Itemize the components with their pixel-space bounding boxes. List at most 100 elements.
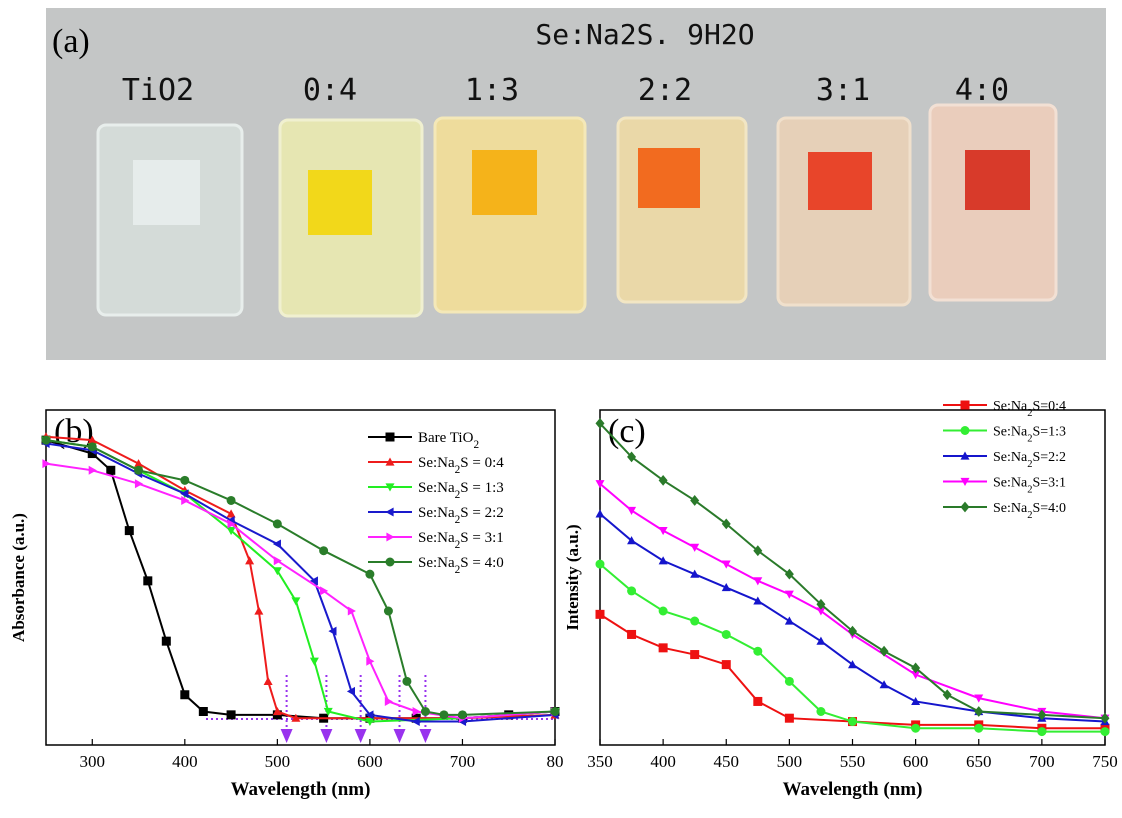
marker: [627, 586, 636, 595]
legend-label: Se:Na2S=1:3: [993, 425, 1066, 445]
legend-label: Se:Na2S=0:4: [993, 399, 1066, 419]
panel-label: (c): [608, 413, 646, 450]
y-axis-title: Intensity (a.u.): [563, 524, 582, 630]
marker: [385, 697, 393, 706]
marker: [848, 717, 857, 726]
marker: [1101, 727, 1110, 736]
marker: [273, 519, 282, 528]
series-line: [600, 514, 1105, 722]
marker: [88, 442, 97, 451]
legend-marker: [961, 401, 970, 410]
marker: [199, 707, 208, 716]
film: [133, 160, 200, 225]
marker: [1037, 727, 1046, 736]
sample-label: 3:1: [816, 73, 870, 108]
x-tick-label: 350: [587, 752, 613, 771]
edge-arrow: [320, 729, 332, 743]
legend-label: Se:Na2S=3:1: [993, 476, 1066, 496]
marker: [880, 680, 889, 688]
x-tick-label: 650: [966, 752, 992, 771]
marker: [627, 630, 636, 639]
marker: [273, 540, 281, 549]
panel-label: (a): [52, 23, 90, 60]
legend-label: Se:Na2S=4:0: [993, 501, 1066, 521]
marker: [134, 466, 143, 475]
marker: [690, 650, 699, 659]
legend-marker: [386, 533, 394, 542]
marker: [659, 607, 668, 616]
sample-label: 0:4: [303, 73, 357, 108]
marker: [816, 637, 825, 645]
marker: [974, 706, 983, 717]
edge-arrow: [394, 729, 406, 743]
marker: [911, 724, 920, 733]
marker: [659, 527, 668, 535]
marker: [180, 690, 189, 699]
film: [808, 152, 872, 210]
film: [472, 150, 537, 215]
x-tick-label: 500: [265, 752, 291, 771]
marker: [659, 643, 668, 652]
marker: [180, 476, 189, 485]
marker: [125, 526, 134, 535]
x-tick-label: 750: [1092, 752, 1118, 771]
slide: [778, 118, 910, 305]
marker: [162, 637, 171, 646]
x-tick-label: 700: [1029, 752, 1055, 771]
series-line: [600, 564, 1105, 732]
marker: [106, 466, 115, 475]
sample-label: 4:0: [955, 73, 1009, 108]
x-tick-label: 500: [777, 752, 803, 771]
marker: [785, 714, 794, 723]
marker: [310, 658, 319, 666]
marker: [319, 546, 328, 555]
marker: [816, 707, 825, 716]
marker: [659, 556, 668, 564]
series-line: [46, 464, 555, 719]
marker: [42, 436, 51, 445]
legend-label: Se:Na2S = 4:0: [418, 555, 504, 576]
x-axis-title: Wavelength (nm): [231, 779, 371, 800]
marker: [384, 607, 393, 616]
marker: [722, 561, 731, 569]
sample-label: 1:3: [465, 73, 519, 108]
legend-marker: [961, 502, 970, 513]
marker: [785, 677, 794, 686]
x-tick-label: 550: [840, 752, 866, 771]
marker: [264, 677, 273, 685]
marker: [596, 509, 605, 517]
edge-arrow: [355, 729, 367, 743]
legend-marker: [961, 426, 970, 435]
legend-label: Se:Na2S = 3:1: [418, 530, 504, 551]
legend-marker: [386, 508, 394, 517]
marker: [690, 544, 699, 552]
marker: [245, 556, 254, 564]
photo-title: Se:Na2S. 9H2O: [535, 18, 754, 51]
marker: [974, 724, 983, 733]
marker: [227, 710, 236, 719]
legend-label: Se:Na2S = 1:3: [418, 480, 504, 501]
photo-panel: (a) Se:Na2S. 9H2O TiO2 0:4 1:3 2:2 3:1 4…: [46, 8, 1106, 360]
edge-arrow: [281, 729, 293, 743]
marker: [627, 507, 636, 515]
film: [965, 150, 1030, 210]
sample-label: 2:2: [638, 73, 692, 108]
x-tick-label: 300: [80, 752, 106, 771]
marker: [143, 576, 152, 585]
film: [308, 170, 372, 235]
marker: [89, 466, 97, 475]
marker: [254, 607, 263, 615]
legend-label: Se:Na2S=2:2: [993, 450, 1066, 470]
x-tick-label: 400: [650, 752, 676, 771]
marker: [690, 617, 699, 626]
x-tick-label: 600: [903, 752, 929, 771]
marker: [402, 677, 411, 686]
marker: [227, 509, 236, 517]
marker: [690, 495, 699, 506]
figure: (a) Se:Na2S. 9H2O TiO2 0:4 1:3 2:2 3:1 4…: [0, 0, 1122, 818]
legend-label: Bare TiO2: [418, 430, 479, 451]
marker: [785, 591, 794, 599]
legend-label: Se:Na2S = 2:2: [418, 505, 504, 526]
